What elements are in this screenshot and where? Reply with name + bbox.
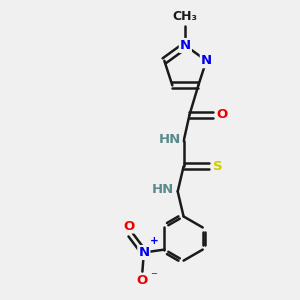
Text: CH₃: CH₃	[173, 11, 198, 23]
Text: +: +	[150, 236, 159, 246]
Text: N: N	[180, 39, 191, 52]
Text: HN: HN	[159, 134, 182, 146]
Text: HN: HN	[152, 183, 174, 196]
Text: O: O	[124, 220, 135, 232]
Text: S: S	[213, 160, 222, 173]
Text: N: N	[201, 54, 212, 67]
Text: ⁻: ⁻	[150, 271, 157, 284]
Text: O: O	[137, 274, 148, 287]
Text: N: N	[138, 246, 149, 259]
Text: O: O	[216, 108, 227, 122]
